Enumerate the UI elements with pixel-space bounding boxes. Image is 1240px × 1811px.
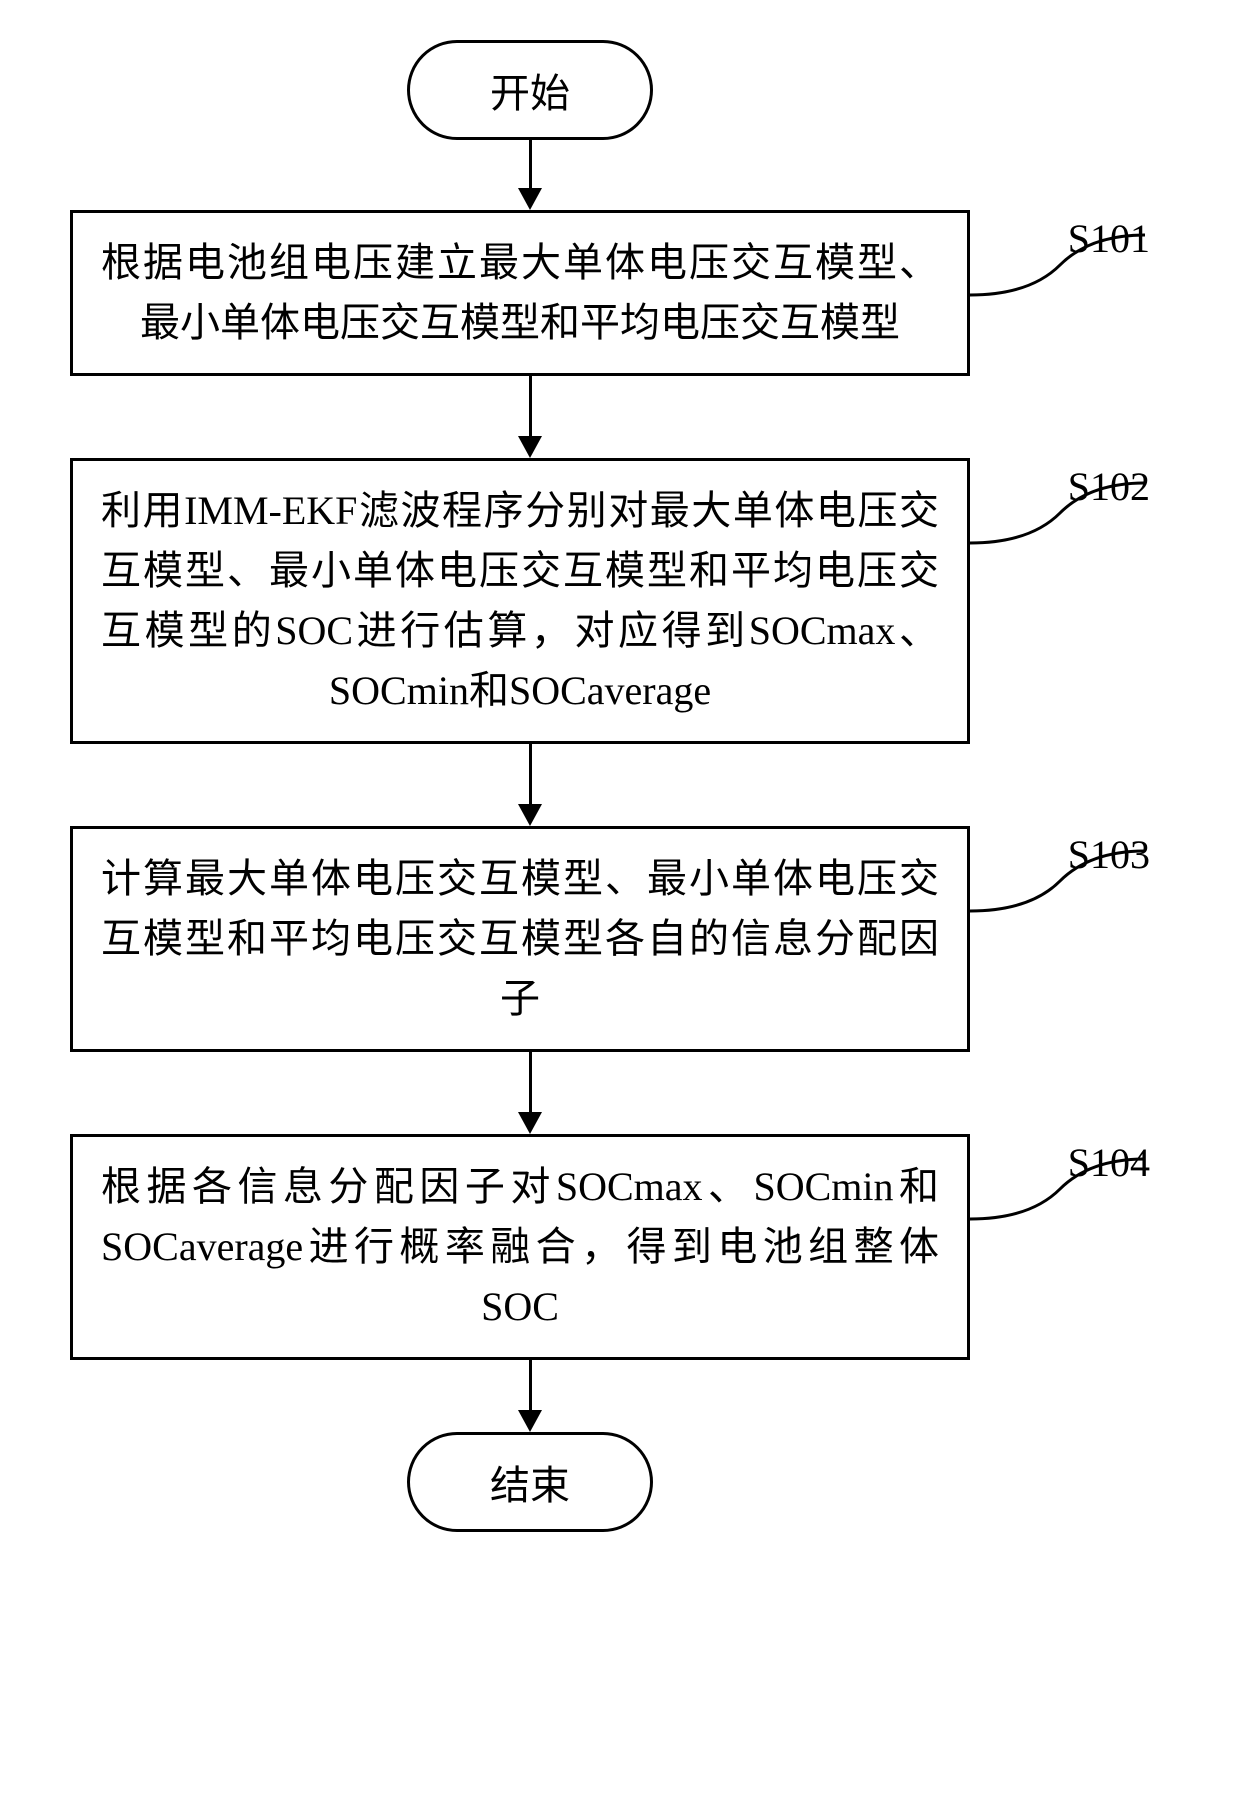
process-step-s102: 利用IMM-EKF滤波程序分别对最大单体电压交互模型、最小单体电压交互模型和平均… <box>70 458 970 744</box>
process-row: 计算最大单体电压交互模型、最小单体电压交互模型和平均电压交互模型各自的信息分配因… <box>70 826 1170 1052</box>
process-step-s101: 根据电池组电压建立最大单体电压交互模型、最小单体电压交互模型和平均电压交互模型 <box>70 210 970 376</box>
step-label-connector: S101 <box>970 220 1150 310</box>
arrow-line <box>529 1052 532 1112</box>
process-text: 根据电池组电压建立最大单体电压交互模型、最小单体电压交互模型和平均电压交互模型 <box>101 240 939 345</box>
process-step-s104: 根据各信息分配因子对SOCmax、SOCmin和SOCaverage进行概率融合… <box>70 1134 970 1360</box>
arrow-connector <box>518 744 542 826</box>
end-terminator: 结束 <box>407 1432 653 1532</box>
step-label-connector: S104 <box>970 1144 1150 1234</box>
arrow-head-icon <box>518 1112 542 1134</box>
arrow-head-icon <box>518 1410 542 1432</box>
arrow-head-icon <box>518 436 542 458</box>
process-text: 计算最大单体电压交互模型、最小单体电压交互模型和平均电压交互模型各自的信息分配因… <box>101 856 939 1021</box>
end-label: 结束 <box>490 1463 570 1508</box>
arrow-connector <box>518 376 542 458</box>
process-row: 根据各信息分配因子对SOCmax、SOCmin和SOCaverage进行概率融合… <box>70 1134 1170 1360</box>
arrow-line <box>529 140 532 188</box>
arrow-line <box>529 744 532 804</box>
start-terminator: 开始 <box>407 40 653 140</box>
arrow-connector <box>518 1052 542 1134</box>
step-id-label: S101 <box>1068 215 1150 262</box>
process-row: 根据电池组电压建立最大单体电压交互模型、最小单体电压交互模型和平均电压交互模型 … <box>70 210 1170 376</box>
step-id-label: S102 <box>1068 463 1150 510</box>
process-step-s103: 计算最大单体电压交互模型、最小单体电压交互模型和平均电压交互模型各自的信息分配因… <box>70 826 970 1052</box>
arrow-connector <box>518 1360 542 1432</box>
step-label-connector: S102 <box>970 468 1150 558</box>
process-text: 根据各信息分配因子对SOCmax、SOCmin和SOCaverage进行概率融合… <box>101 1164 939 1329</box>
arrow-head-icon <box>518 804 542 826</box>
process-row: 利用IMM-EKF滤波程序分别对最大单体电压交互模型、最小单体电压交互模型和平均… <box>70 458 1170 744</box>
flowchart-container: 开始 根据电池组电压建立最大单体电压交互模型、最小单体电压交互模型和平均电压交互… <box>70 40 1170 1532</box>
step-label-connector: S103 <box>970 836 1150 926</box>
start-label: 开始 <box>490 71 570 116</box>
step-id-label: S104 <box>1068 1139 1150 1186</box>
arrow-line <box>529 1360 532 1410</box>
arrow-head-icon <box>518 188 542 210</box>
arrow-line <box>529 376 532 436</box>
arrow-connector <box>518 140 542 210</box>
step-id-label: S103 <box>1068 831 1150 878</box>
process-text: 利用IMM-EKF滤波程序分别对最大单体电压交互模型、最小单体电压交互模型和平均… <box>101 488 939 713</box>
